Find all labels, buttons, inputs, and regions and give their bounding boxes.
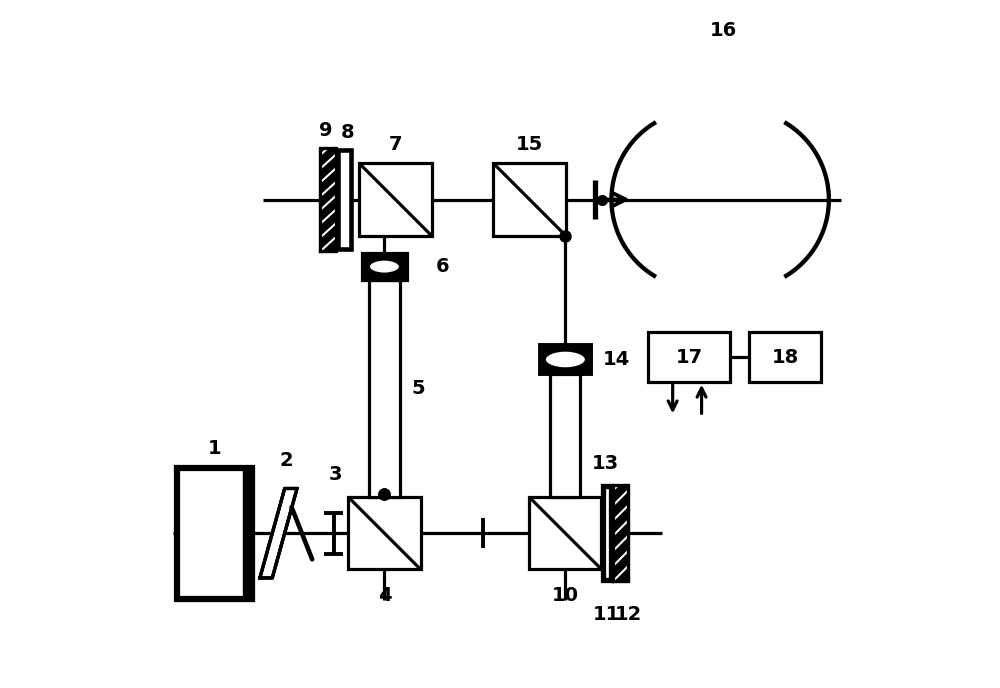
Text: 11: 11: [593, 605, 620, 624]
Text: 16: 16: [710, 21, 737, 41]
Text: 12: 12: [615, 605, 642, 624]
Bar: [359, 164, 432, 236]
Bar: [540, 345, 591, 374]
Text: 17: 17: [676, 347, 703, 367]
Text: 2: 2: [280, 451, 294, 471]
Bar: [603, 486, 611, 580]
Text: 4: 4: [378, 586, 391, 605]
Text: 1: 1: [208, 439, 221, 458]
Bar: [362, 253, 407, 281]
Ellipse shape: [368, 259, 401, 275]
Text: 14: 14: [603, 350, 630, 369]
Bar: [749, 332, 821, 382]
Bar: [529, 497, 601, 570]
Text: 15: 15: [516, 135, 543, 153]
Text: 7: 7: [389, 135, 402, 153]
Bar: [369, 281, 400, 497]
Bar: [177, 468, 252, 599]
Text: 18: 18: [772, 347, 799, 367]
Bar: [348, 497, 421, 570]
Bar: [320, 148, 336, 251]
Bar: [243, 468, 252, 599]
Text: 3: 3: [329, 465, 342, 484]
Text: 8: 8: [341, 123, 355, 142]
Text: 5: 5: [412, 379, 426, 398]
Text: 6: 6: [436, 257, 450, 276]
Text: 9: 9: [319, 121, 333, 140]
Bar: [338, 150, 351, 249]
Bar: [550, 374, 580, 497]
Bar: [648, 332, 730, 382]
Bar: [364, 255, 405, 279]
Bar: [613, 485, 628, 581]
Polygon shape: [260, 488, 297, 578]
Text: 13: 13: [592, 453, 619, 473]
Ellipse shape: [368, 259, 401, 275]
Bar: [493, 164, 566, 236]
Text: 10: 10: [552, 586, 579, 605]
Ellipse shape: [544, 350, 587, 369]
